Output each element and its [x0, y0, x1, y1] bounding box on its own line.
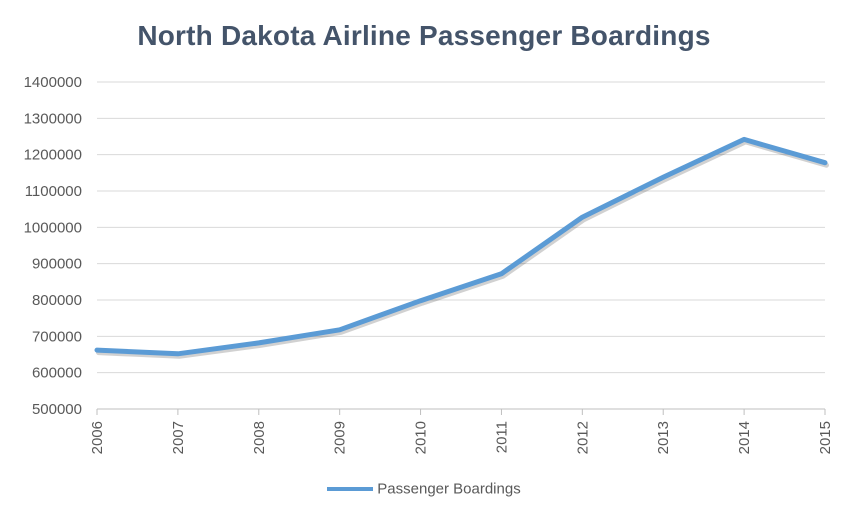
series-line-shadow — [96, 139, 829, 359]
x-tick-label: 2009 — [332, 421, 349, 454]
x-tick-label: 2010 — [413, 421, 430, 454]
gridlines — [97, 81, 825, 374]
y-tick-label: 600000 — [32, 365, 82, 382]
y-tick-label: 1200000 — [24, 147, 82, 164]
x-tick-label: 2006 — [89, 421, 106, 454]
y-tick-label: 1300000 — [24, 110, 82, 127]
x-tick-label: 2013 — [655, 421, 672, 454]
y-tick-label: 500000 — [32, 401, 82, 418]
legend: Passenger Boardings — [0, 480, 848, 498]
axes — [96, 408, 826, 415]
chart-title: North Dakota Airline Passenger Boardings — [137, 20, 711, 51]
x-tick-label: 2008 — [251, 421, 268, 454]
y-tick-label: 1000000 — [24, 219, 82, 236]
legend-label: Passenger Boardings — [377, 480, 521, 498]
x-tick-label: 2011 — [493, 421, 510, 453]
x-tick-label: 2015 — [817, 421, 834, 454]
y-tick-label: 700000 — [32, 328, 82, 345]
series-line-passenger-boardings — [94, 136, 828, 357]
x-tick-label: 2012 — [574, 421, 591, 454]
series-group — [94, 136, 829, 359]
x-tick-label: 2014 — [736, 421, 753, 454]
y-tick-label: 800000 — [32, 292, 82, 309]
y-tick-labels: 500000 600000 700000 800000 900000 1000000 110… — [24, 74, 82, 418]
y-tick-label: 1100000 — [25, 183, 82, 200]
x-tick-labels: 2006 2007 2008 2009 2010 2011 2012 2013 2014 2015 — [89, 421, 834, 454]
y-tick-label: 900000 — [32, 256, 82, 273]
y-tick-label: 1400000 — [24, 74, 82, 91]
legend-swatch — [327, 487, 374, 492]
x-tick-label: 2007 — [170, 421, 187, 454]
